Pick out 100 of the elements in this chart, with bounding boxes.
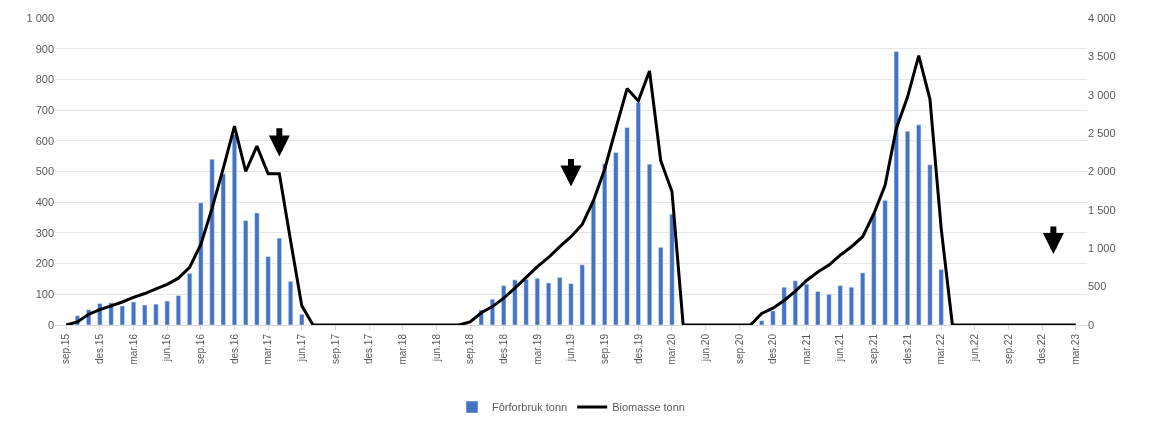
bar [927,164,933,325]
bar [523,279,529,325]
bar [938,269,944,325]
bar [848,286,854,325]
x-tick-label: jun.19 [565,333,577,363]
y-tick-label: 1 000 [26,11,54,24]
bar [590,200,596,325]
bar [299,314,305,325]
x-tick-label: des.17 [363,333,375,365]
x-tick-label: jun.22 [969,333,981,363]
y-tick-label: 500 [35,165,54,178]
bar [815,291,821,325]
line-series [64,54,1078,325]
bar [142,304,148,325]
x-tick-label: mar.16 [127,333,139,365]
bar [276,237,282,325]
x-tick-label: mar.19 [531,333,543,365]
bar [288,281,294,325]
bar [669,213,675,325]
bar [175,295,181,325]
x-tick-label: sep.19 [598,333,610,365]
y-tick-label: 700 [35,103,54,116]
bar [119,305,125,325]
bar [647,163,653,325]
y-tick-label: 300 [35,226,54,239]
x-tick-label: jun.17 [296,333,308,363]
x-tick-label: des.18 [497,333,509,365]
x-tick-label: des.22 [1036,333,1048,365]
bar [893,51,899,325]
bar [602,163,608,325]
bar [905,131,911,325]
x-tick-label: des.19 [632,333,644,365]
bar [781,286,787,325]
bar [624,127,630,325]
y2-tick-label: 2 000 [1088,165,1116,178]
x-tick-label: mar.18 [396,333,408,365]
bar [220,173,226,325]
bar [770,310,776,325]
bar [164,300,170,325]
bar [871,213,877,325]
legend-label: Fôrforbruk tonn [492,401,568,414]
bar [882,200,888,325]
x-tick-label: sep.17 [329,333,341,365]
x-tick-label: sep.16 [195,333,207,365]
y2-tick-label: 4 000 [1088,11,1116,24]
bar [804,283,810,325]
bar [759,320,765,325]
bar [579,264,585,325]
x-tick-label: des.15 [94,333,106,365]
x-tick-label: mar.21 [800,333,812,365]
x-tick-label: mar.17 [262,333,274,365]
x-tick-label: jun.16 [161,333,173,363]
y2-tick-label: 3 500 [1088,50,1116,63]
bar [546,282,552,325]
bar [254,212,260,325]
y-tick-label: 900 [35,42,54,55]
bar [916,124,922,325]
x-tick-label: sep.21 [868,333,880,365]
x-tick-label: mar.22 [935,333,947,365]
y-tick-label: 100 [35,288,54,301]
bar [187,273,193,325]
x-tick-label: des.16 [228,333,240,365]
bar [658,247,664,325]
y-tick-label: 0 [47,318,54,331]
x-tick-label: des.20 [767,333,779,365]
bar [231,134,237,325]
y-tick-label: 400 [35,196,54,209]
x-tick-label: jun.21 [834,333,846,363]
y-tick-label: 800 [35,73,54,86]
bar [534,278,540,325]
bar [198,202,204,325]
x-tick-label: sep.18 [464,333,476,365]
legend-label: Biomasse tonn [612,401,685,414]
y2-tick-label: 0 [1088,318,1095,331]
x-tick-label: sep.22 [1002,333,1014,365]
bar [265,256,271,325]
y2-tick-label: 500 [1088,280,1107,293]
y2-tick-label: 3 000 [1088,88,1116,101]
bar [613,152,619,325]
y2-tick-label: 1 000 [1088,242,1116,255]
bar [792,280,798,325]
bar [153,303,159,325]
bar [837,285,843,325]
y2-tick-label: 1 500 [1088,203,1116,216]
bar [557,277,563,325]
bar [568,283,574,325]
bar [826,294,832,325]
y-tick-label: 200 [35,257,54,270]
bar [860,272,866,325]
bar [131,301,137,325]
bar [209,158,215,325]
x-tick-label: sep.20 [733,333,745,365]
x-tick-label: sep.15 [60,333,72,365]
bar [635,102,641,325]
x-tick-label: jun.20 [699,333,711,363]
x-tick-label: mar.23 [1070,333,1082,365]
x-tick-label: jun.18 [430,333,442,363]
bar [243,220,249,325]
x-tick-label: des.21 [901,333,913,365]
x-tick-label: mar.20 [666,333,678,365]
